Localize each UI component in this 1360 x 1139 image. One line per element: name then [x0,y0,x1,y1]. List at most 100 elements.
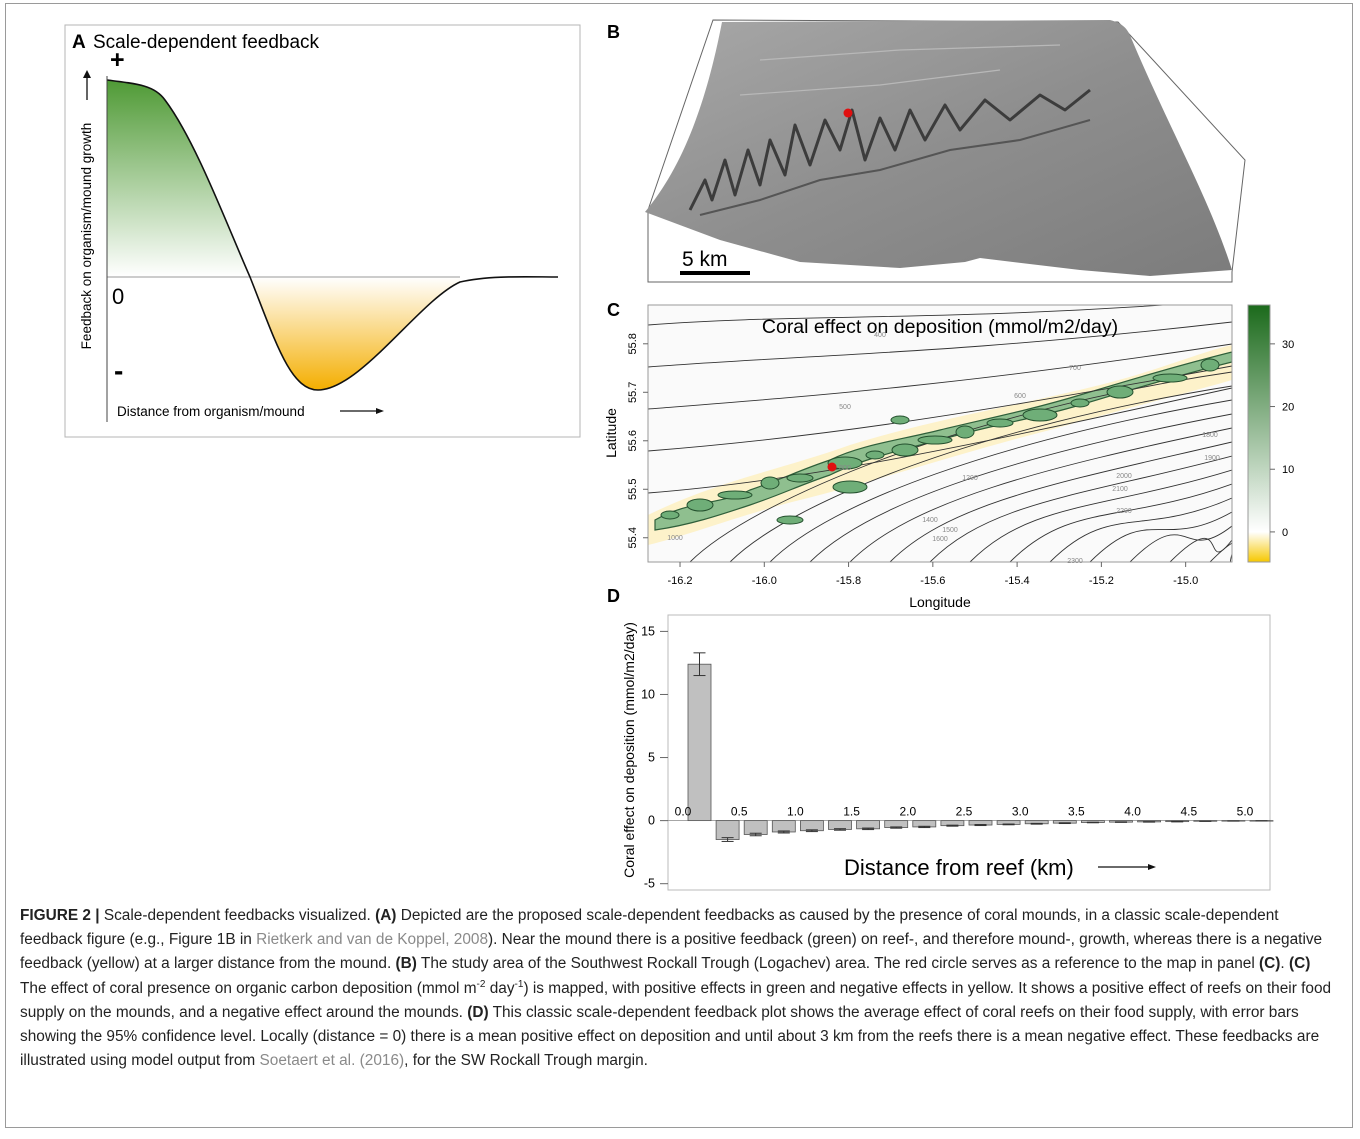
bathymetry-surface [645,20,1232,276]
caption-text: (C) [1259,955,1280,972]
citation-link[interactable]: Soetaert et al. (2016) [260,1052,405,1069]
x-category-label: 1.5 [843,805,860,819]
panel-a: A Scale-dependent feedback + 0 - Feedbac… [65,25,580,437]
y-tick-label: 55.5 [627,479,639,500]
panel-c: C Coral effect on deposition (mmol/m2/da… [603,300,1294,610]
caption-text: (A) [375,907,396,924]
reef-patch [918,436,952,444]
x-category-label: 3.0 [1012,805,1029,819]
x-tick-label: -15.6 [920,575,945,587]
caption-text: FIGURE 2 | [20,907,100,924]
contour-label: 2100 [1112,486,1128,493]
caption-text: day [485,980,514,997]
caption-text: (C) [1289,955,1310,972]
x-tick-label: -16.2 [667,575,692,587]
reef-patch [1153,374,1187,382]
y-tick-label: -5 [644,877,655,891]
contour-label: 1900 [1204,455,1220,462]
caption: FIGURE 2 | Scale-dependent feedbacks vis… [20,904,1338,1073]
y-tick-label: 10 [641,687,655,701]
contour-label: 700 [1069,365,1081,372]
contour-label: 2200 [1116,508,1132,515]
y-tick-label: 0 [648,814,655,828]
bar [829,821,852,830]
bar [688,664,711,820]
y-tick-label: 55.4 [627,527,639,548]
x-tick-label: -16.0 [752,575,777,587]
panel-label: C [607,300,620,320]
x-category-label: 0.5 [731,805,748,819]
caption-text: , for the SW Rockall Trough margin. [404,1052,648,1069]
caption-text: . [1280,955,1289,972]
bar [716,821,739,840]
contour-label: 400 [874,332,886,339]
contour-label: 800 [839,465,851,472]
reef-patch [1023,409,1057,421]
x-category-label: 5.0 [1237,805,1254,819]
y-tick-label: 55.6 [627,430,639,451]
map-title: Coral effect on deposition (mmol/m2/day) [762,316,1118,338]
colorbar-tick-label: 10 [1282,464,1294,476]
figure: A Scale-dependent feedback + 0 - Feedbac… [0,0,1360,900]
reef-patch [777,516,803,524]
scale-bar-label: 5 km [682,248,728,271]
reef-patch [718,491,752,499]
panel-b: B 5 km [607,20,1245,282]
panel-label: A [72,32,86,53]
reef-patch [866,451,884,459]
reef-patch [787,474,813,482]
y-tick-label: 55.7 [627,382,639,403]
reef-patch [956,426,974,438]
y-axis-label: Coral effect on deposition (mmol/m2/day) [621,622,637,878]
x-axis-label: Longitude [909,594,971,610]
y-axis-label: Feedback on organism/mound growth [79,123,94,350]
contour-label: 1500 [942,527,958,534]
x-category-label: 2.5 [956,805,973,819]
plot-area [668,615,1270,890]
reef-patch [833,481,867,493]
bar [800,821,823,831]
caption-text: (D) [467,1004,488,1021]
x-axis-label: Distance from organism/mound [117,404,305,419]
x-category-label: 3.5 [1068,805,1085,819]
x-category-label: 4.0 [1124,805,1141,819]
y-axis-label: Latitude [603,408,619,458]
panel-d: D -5 0 5 10 15 Coral effect on deposition (mm… [607,586,1273,891]
reef-patch [1071,399,1089,407]
contour-label: 1200 [962,475,978,482]
y-tick-label: 15 [641,624,655,638]
reef-patch [987,419,1013,427]
reef-patch [1107,386,1133,398]
reference-dot [844,109,853,118]
contour-label: 1400 [922,517,938,524]
colorbar-tick-label: 0 [1282,527,1288,539]
page: { "figure": { "panel_a": {"label": "A", … [0,0,1360,1139]
caption-text: Scale-dependent feedbacks visualized. [100,907,376,924]
panel-label: D [607,586,620,606]
x-tick-label: -15.4 [1005,575,1030,587]
x-tick-label: -15.2 [1089,575,1114,587]
x-category-label: 1.0 [787,805,804,819]
x-tick-label: -15.8 [836,575,861,587]
x-category-label: 2.0 [899,805,916,819]
x-category-label: 4.5 [1180,805,1197,819]
minus-label: - [114,355,123,386]
zero-label: 0 [112,284,124,309]
reef-patch [661,511,679,519]
reef-patch [892,444,918,456]
contour-label: 1600 [932,536,948,543]
x-annotation: Distance from reef (km) [844,855,1074,880]
panel-title: Scale-dependent feedback [93,32,320,53]
caption-text: (B) [396,955,417,972]
reef-patch [891,416,909,424]
reef-patch [761,477,779,489]
plus-label: + [110,46,125,74]
contour-label: 2000 [1116,473,1132,480]
y-tick-label: 5 [648,751,655,765]
reef-patch [687,499,713,511]
caption-text: The effect of coral presence on organic … [20,980,477,997]
panel-label: B [607,22,620,42]
citation-link[interactable]: Rietkerk and van de Koppel, 2008 [256,931,488,948]
reef-patch [1201,359,1219,371]
contour-label: 1800 [1202,432,1218,439]
